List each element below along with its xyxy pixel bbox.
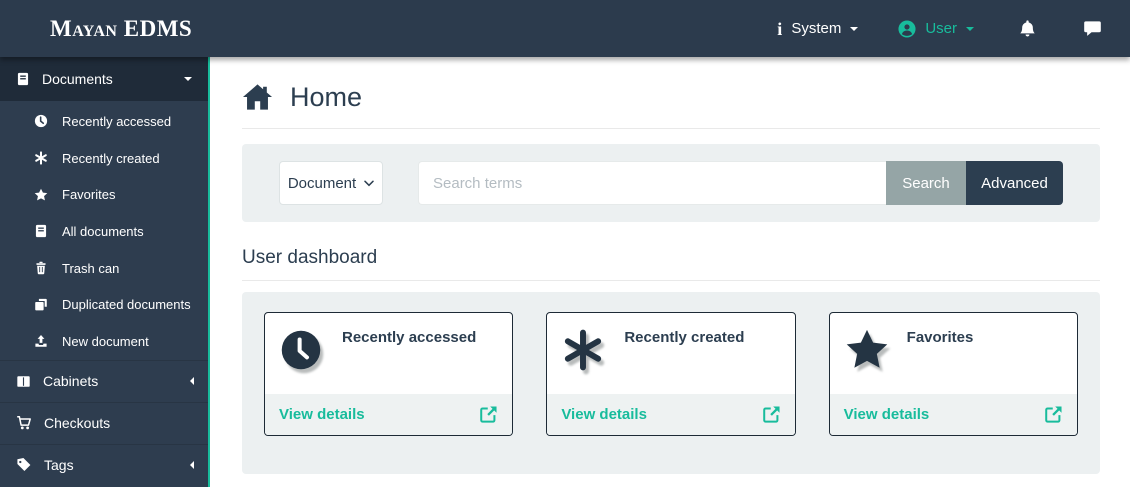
sidebar-item-new-document[interactable]: New document: [0, 323, 208, 360]
sidebar-item-label: Tags: [44, 457, 74, 474]
card-body: Favorites: [830, 313, 1077, 394]
sidebar-item-all-documents[interactable]: All documents: [0, 213, 208, 250]
system-menu[interactable]: i System: [777, 18, 859, 39]
sidebar-item-label: Trash can: [62, 260, 120, 276]
sidebar-item-label: Recently accessed: [62, 113, 172, 129]
page-header: Home: [242, 79, 1100, 115]
card-title: Favorites: [906, 329, 974, 346]
page-title: Home: [290, 81, 363, 112]
card-body: Recently accessed: [265, 313, 512, 394]
card-title: Recently accessed: [342, 329, 477, 346]
book-icon: [34, 224, 48, 238]
dashboard-panel: Recently accessed View details Recently …: [242, 292, 1100, 474]
book-icon: [16, 72, 30, 86]
brand-logo[interactable]: Mayan EDMS: [50, 15, 193, 41]
bell-icon: [1020, 20, 1035, 37]
external-link-icon[interactable]: [762, 405, 781, 424]
system-menu-label: System: [791, 20, 842, 37]
star-icon: [34, 188, 48, 202]
sidebar-item-label: Documents: [42, 71, 113, 87]
messages-button[interactable]: [1083, 19, 1102, 38]
chevron-down-icon: [364, 180, 374, 186]
caret-left-icon: [186, 377, 194, 386]
search-input[interactable]: [418, 161, 886, 205]
search-scope-select[interactable]: Document: [279, 161, 383, 205]
clock-icon: [279, 324, 327, 383]
dashboard-title: User dashboard: [242, 247, 378, 268]
divider: [242, 280, 1100, 281]
search-button[interactable]: Search: [886, 161, 966, 205]
sidebar-item-label: Duplicated documents: [62, 297, 191, 313]
home-icon: [242, 84, 273, 110]
sidebar-item-label: Favorites: [62, 187, 116, 203]
caret-left-icon: [186, 461, 194, 470]
upload-icon: [34, 334, 48, 348]
card-title: Recently created: [624, 329, 745, 346]
copy-icon: [34, 298, 48, 312]
notifications-button[interactable]: [1018, 19, 1037, 38]
top-navbar: Mayan EDMS i System User: [0, 0, 1130, 57]
comment-icon: [1084, 21, 1101, 36]
main-content: Home Document Search Advanced User dashb…: [212, 57, 1130, 487]
sidebar-item-trash-can[interactable]: Trash can: [0, 250, 208, 287]
sidebar-item-documents[interactable]: Documents: [0, 57, 208, 101]
view-details-link[interactable]: View details: [561, 406, 647, 423]
dashboard-card-favorites: Favorites View details: [828, 312, 1078, 436]
user-circle-icon: [898, 19, 916, 38]
trash-icon: [34, 261, 48, 275]
asterisk-icon: [561, 324, 609, 383]
star-icon: [844, 324, 892, 383]
sidebar-item-label: Cabinets: [43, 373, 99, 390]
navbar-right: i System User: [777, 19, 1130, 38]
tag-icon: [16, 457, 32, 473]
card-body: Recently created: [547, 313, 794, 394]
cart-icon: [16, 415, 32, 431]
advanced-search-button[interactable]: Advanced: [966, 161, 1063, 205]
view-details-link[interactable]: View details: [843, 406, 930, 423]
search-group: Search Advanced: [418, 161, 1063, 205]
sidebar-item-duplicated-documents[interactable]: Duplicated documents: [0, 286, 208, 323]
sidebar-item-recently-created[interactable]: Recently created: [0, 140, 208, 177]
sidebar-item-recently-accessed[interactable]: Recently accessed: [0, 103, 208, 140]
dashboard-card-recently-created: Recently created View details: [546, 312, 796, 436]
external-link-icon[interactable]: [1044, 405, 1063, 424]
sidebar-item-label: New document: [62, 333, 149, 349]
dashboard-card-recently-accessed: Recently accessed View details: [264, 312, 514, 436]
columns-icon: [16, 374, 31, 389]
sidebar-item-label: Checkouts: [44, 415, 111, 432]
card-footer: View details: [265, 394, 513, 435]
search-scope-value: Document: [287, 174, 357, 192]
caret-down-icon: [850, 26, 859, 35]
sidebar-item-cabinets[interactable]: Cabinets: [0, 359, 208, 402]
caret-down-icon: [966, 26, 974, 35]
sidebar-item-label: Recently created: [62, 150, 160, 166]
caret-down-icon: [184, 77, 192, 85]
user-menu-label: User: [925, 20, 957, 37]
sidebar-item-label: All documents: [62, 223, 144, 239]
sidebar-item-checkouts[interactable]: Checkouts: [0, 401, 208, 444]
sidebar-item-tags[interactable]: Tags: [0, 443, 208, 486]
search-panel: Document Search Advanced: [242, 144, 1100, 222]
sidebar-item-favorites[interactable]: Favorites: [0, 176, 208, 213]
divider: [242, 128, 1100, 129]
documents-submenu: Recently accessed Recently created Favor…: [0, 101, 208, 360]
card-footer: View details: [547, 394, 795, 435]
card-footer: View details: [829, 394, 1077, 435]
sidebar: Documents Recently accessed Recently cre…: [0, 57, 210, 487]
user-menu[interactable]: User: [898, 19, 974, 38]
view-details-link[interactable]: View details: [279, 406, 365, 423]
asterisk-icon: [34, 151, 48, 165]
info-icon: i: [777, 18, 783, 39]
clock-icon: [34, 114, 48, 128]
external-link-icon[interactable]: [479, 405, 498, 424]
